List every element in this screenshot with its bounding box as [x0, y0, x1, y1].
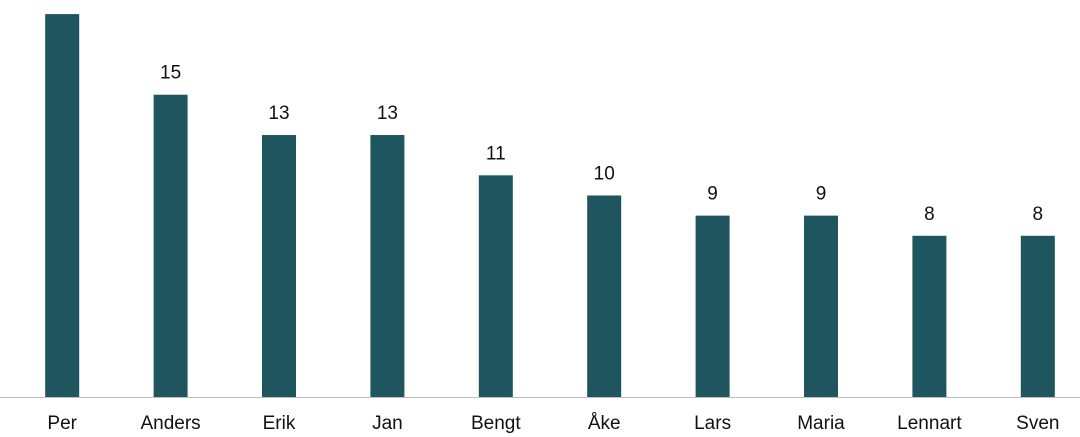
value-label: 13	[377, 103, 398, 124]
x-tick-label: Lars	[694, 413, 731, 434]
x-tick-label: Per	[47, 413, 77, 434]
value-label: 9	[707, 184, 718, 205]
bar	[45, 14, 80, 398]
value-label: 9	[816, 184, 827, 205]
x-tick-label: Jan	[372, 413, 403, 434]
value-label: 13	[268, 103, 289, 124]
bar	[912, 235, 947, 397]
bar	[153, 94, 188, 398]
bar	[1020, 235, 1055, 397]
value-label: 19	[52, 0, 73, 3]
value-label: 10	[594, 163, 615, 184]
value-label: 8	[1033, 204, 1044, 225]
value-label: 15	[160, 63, 181, 84]
bar	[478, 175, 513, 397]
x-tick-label: Bengt	[471, 413, 521, 434]
x-tick-label: Lennart	[897, 413, 962, 434]
x-tick-label: Åke	[588, 413, 621, 434]
x-tick-label: Maria	[797, 413, 845, 434]
bar	[370, 135, 405, 397]
bar	[587, 195, 622, 397]
x-tick-label: Anders	[140, 413, 200, 434]
bar	[262, 135, 296, 397]
value-label: 11	[486, 143, 506, 164]
value-label: 8	[924, 204, 935, 225]
bar	[695, 215, 730, 397]
x-tick-label: Sven	[1016, 413, 1059, 434]
x-tick-label: Erik	[263, 413, 296, 434]
bar	[804, 215, 838, 397]
